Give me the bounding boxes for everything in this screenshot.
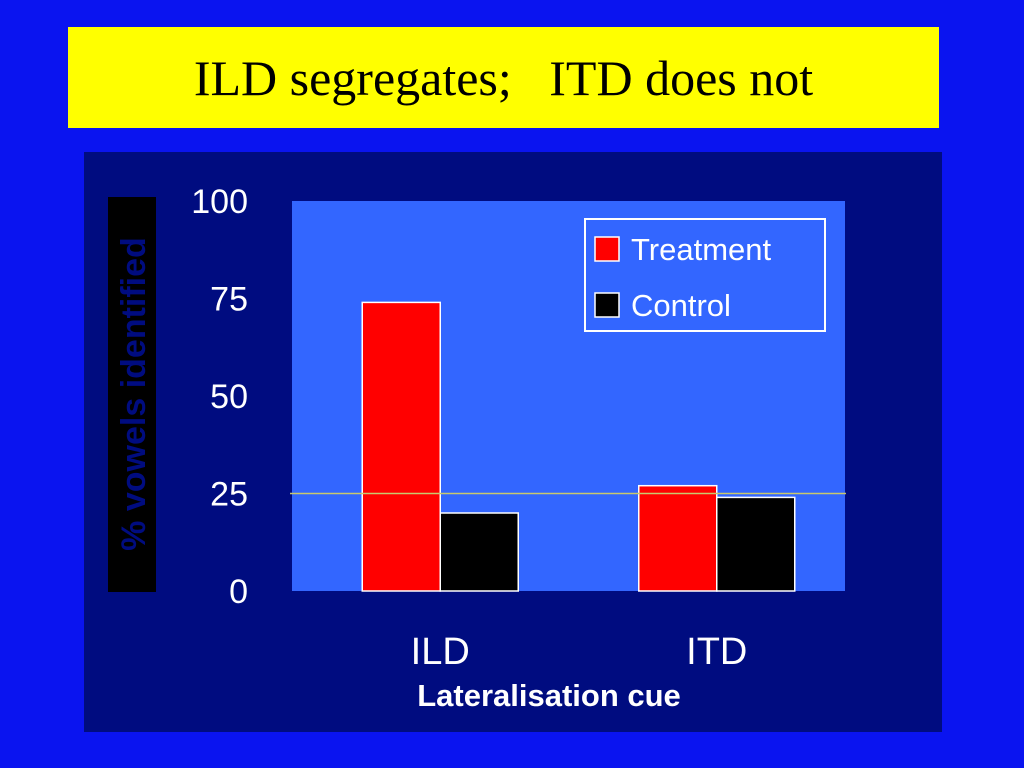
slide-title: ILD segregates; ITD does not <box>193 49 814 106</box>
bar-ild-treatment <box>361 301 441 592</box>
bar-ild-control <box>439 512 519 592</box>
x-tick-label-itd: ITD <box>686 631 747 673</box>
y-tick-label-100: 100 <box>191 183 248 221</box>
title-banner: ILD segregates; ITD does not <box>68 27 939 128</box>
y-axis-label: % vowels identified <box>115 237 153 551</box>
legend: Treatment Control <box>584 218 826 332</box>
ylabel-background <box>108 197 156 592</box>
y-tick-label-25: 25 <box>210 476 248 514</box>
legend-frame <box>584 218 826 332</box>
bar-itd-control <box>716 496 796 592</box>
y-tick-label-50: 50 <box>210 378 248 416</box>
y-tick-label-75: 75 <box>210 281 248 319</box>
x-tick-label-ild: ILD <box>411 631 470 673</box>
legend-label-control: Control <box>631 288 731 323</box>
x-axis-label: Lateralisation cue <box>417 678 681 713</box>
y-tick-label-0: 0 <box>229 573 248 611</box>
legend-label-treatment: Treatment <box>631 232 772 267</box>
legend-swatch-control <box>594 292 620 318</box>
legend-swatch-treatment <box>594 236 620 262</box>
bar-itd-treatment <box>638 484 718 592</box>
